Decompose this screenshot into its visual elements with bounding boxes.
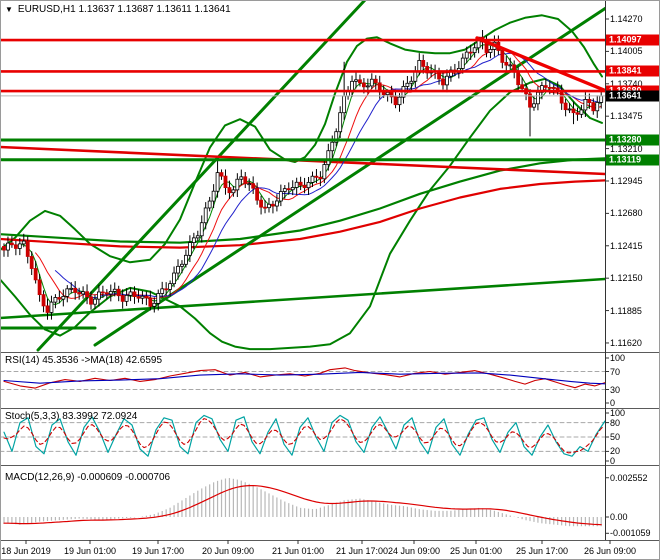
rsi-scale-100: 100 — [610, 353, 626, 363]
stoch-scale-80: 80 — [610, 417, 621, 428]
stoch-scale-20: 20 — [610, 446, 621, 457]
symbol-ohlc-text: EURUSD,H1 1.13637 1.13687 1.13611 1.1364… — [17, 4, 231, 15]
price-axis-label-0[interactable]: 1.14270 — [610, 14, 643, 24]
macd-label: MACD(12,26,9) -0.000609 -0.000706 — [5, 472, 171, 483]
stoch-k-line — [3, 414, 605, 457]
price-level-badge-res-0: 1.14097 — [606, 34, 659, 46]
time-axis-label-8[interactable]: 25 Jun 17:00 — [515, 546, 569, 556]
price-level-badge-sup-4: 1.13280 — [606, 134, 659, 146]
main-chart-layer — [0, 0, 605, 352]
ma-long-red — [0, 179, 605, 249]
stoch-scale-50: 50 — [610, 432, 621, 442]
price-level-badge-cur-3: 1.13641 — [606, 90, 659, 102]
trendline-red-peak — [475, 36, 605, 93]
rsi-scale-0: 0 — [610, 398, 616, 408]
price-level-badge-res-1: 1.13841 — [606, 65, 659, 77]
rsi-panel — [0, 367, 605, 390]
time-axis-label-2[interactable]: 19 Jun 17:00 — [131, 546, 185, 556]
macd-scale-2: -0.001059 — [610, 528, 651, 538]
stoch-scale-0: 0 — [610, 456, 616, 466]
candles-layer — [2, 29, 604, 320]
trendline-green-steep-2 — [36, 0, 367, 352]
price-axis-label-9[interactable]: 1.11885 — [610, 306, 642, 316]
rsi-scale-30: 30 — [610, 384, 621, 395]
price-level-badge-sup-5: 1.13119 — [606, 154, 659, 166]
ma-fast-green — [15, 44, 602, 305]
price-axis-label-1[interactable]: 1.14005 — [610, 46, 643, 56]
trendline-green-steep-1 — [93, 6, 605, 347]
time-axis-label-1[interactable]: 19 Jun 01:00 — [63, 546, 117, 556]
macd-scale-0: 0.002552 — [610, 473, 648, 483]
bollinger-lower-band — [0, 77, 603, 351]
time-axis-label-6[interactable]: 24 Jun 09:00 — [387, 546, 441, 556]
macd-scale-1: 0.00 — [610, 512, 628, 522]
rsi-scale-70: 70 — [610, 366, 621, 377]
price-axis-label-10[interactable]: 1.11620 — [610, 338, 642, 348]
rsi-line — [3, 367, 605, 389]
trendline-green-low-channel — [0, 277, 605, 320]
time-axis-label-0[interactable]: 18 Jun 2019 — [1, 546, 51, 556]
price-axis-label-7[interactable]: 1.12415 — [610, 241, 643, 251]
time-axis-label-9[interactable]: 26 Jun 09:00 — [583, 546, 637, 556]
macd-panel — [3, 478, 602, 527]
price-axis-label-2[interactable]: 1.13740 — [610, 79, 643, 89]
stoch-label: Stoch(5,3,3) 83.3992 72.0924 — [5, 411, 138, 422]
symbol-dropdown-icon[interactable]: ▼ — [5, 5, 13, 14]
time-axis-label-3[interactable]: 20 Jun 09:00 — [201, 546, 255, 556]
price-axis-label-8[interactable]: 1.12150 — [610, 273, 643, 283]
rsi-ma-line — [3, 371, 605, 385]
bollinger-upper-band — [0, 14, 603, 264]
stoch-d-line — [3, 418, 605, 454]
chart-header: ▼ EURUSD,H1 1.13637 1.13687 1.13611 1.136… — [5, 4, 231, 15]
price-axis-label-5[interactable]: 1.12945 — [610, 176, 643, 186]
stoch-panel — [0, 414, 605, 457]
ma-long-green — [0, 157, 605, 244]
macd-signal-line — [3, 485, 602, 526]
time-axis-label-7[interactable]: 25 Jun 01:00 — [449, 546, 503, 556]
stoch-scale-100: 100 — [610, 408, 626, 418]
price-axis-label-3[interactable]: 1.13475 — [610, 111, 643, 121]
price-axis-label-4[interactable]: 1.13210 — [610, 144, 643, 154]
time-axis-label-4[interactable]: 21 Jun 01:00 — [271, 546, 325, 556]
rsi-label: RSI(14) 45.3536 ->MA(18) 42.6595 — [5, 355, 163, 366]
time-axis-label-5[interactable]: 21 Jun 17:00 — [335, 546, 389, 556]
price-axis-label-6[interactable]: 1.12680 — [610, 208, 643, 218]
